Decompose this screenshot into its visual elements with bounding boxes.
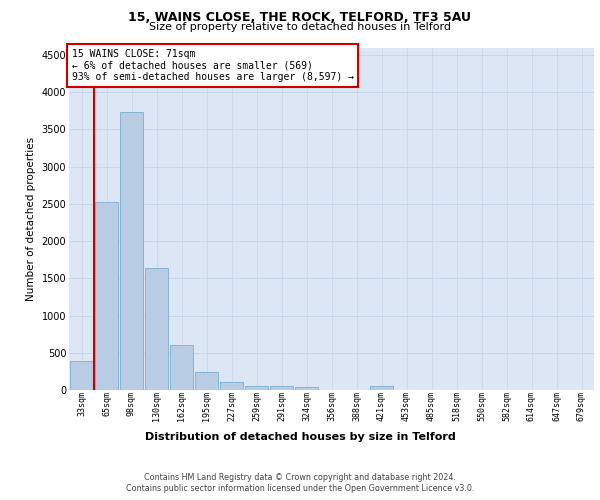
- Bar: [195, 372, 218, 390]
- Bar: [145, 268, 168, 390]
- Bar: [370, 386, 393, 390]
- Text: Size of property relative to detached houses in Telford: Size of property relative to detached ho…: [149, 22, 451, 32]
- Text: Distribution of detached houses by size in Telford: Distribution of detached houses by size …: [145, 432, 455, 442]
- Bar: [245, 386, 268, 390]
- Bar: [220, 382, 243, 390]
- Bar: [295, 388, 318, 390]
- Bar: [70, 361, 93, 390]
- Bar: [270, 386, 293, 390]
- Y-axis label: Number of detached properties: Number of detached properties: [26, 136, 36, 301]
- Bar: [120, 112, 143, 390]
- Bar: [95, 202, 118, 390]
- Text: 15, WAINS CLOSE, THE ROCK, TELFORD, TF3 5AU: 15, WAINS CLOSE, THE ROCK, TELFORD, TF3 …: [128, 11, 472, 24]
- Text: Contains public sector information licensed under the Open Government Licence v3: Contains public sector information licen…: [126, 484, 474, 493]
- Text: 15 WAINS CLOSE: 71sqm
← 6% of detached houses are smaller (569)
93% of semi-deta: 15 WAINS CLOSE: 71sqm ← 6% of detached h…: [71, 49, 353, 82]
- Bar: [170, 346, 193, 390]
- Text: Contains HM Land Registry data © Crown copyright and database right 2024.: Contains HM Land Registry data © Crown c…: [144, 472, 456, 482]
